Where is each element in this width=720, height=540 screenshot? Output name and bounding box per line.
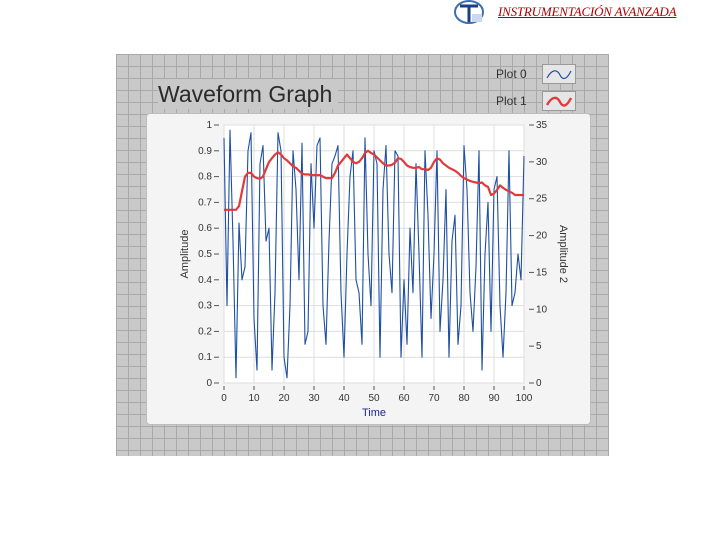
y-tick-label: 0.7: [198, 197, 212, 208]
x-tick-label: 40: [338, 393, 350, 404]
y-tick-label: 0.5: [198, 249, 212, 260]
x-tick-label: 60: [398, 393, 410, 404]
x-tick-label: 90: [488, 393, 500, 404]
series-line-plot-1: [224, 149, 524, 211]
legend-plot-0[interactable]: Plot 0: [496, 64, 576, 84]
y2-tick-label: 25: [536, 194, 548, 205]
y2-tick-label: 5: [536, 341, 542, 352]
y2-tick-label: 15: [536, 267, 548, 278]
y-tick-label: 1: [206, 120, 212, 131]
y-tick-label: 0.4: [198, 275, 212, 286]
logo-icon: [454, 0, 484, 24]
legend-plot-1[interactable]: Plot 1: [496, 91, 576, 111]
header-title: INSTRUMENTACIÓN AVANZADA: [498, 4, 677, 19]
y-tick-label: 0.3: [198, 301, 212, 312]
plot-1-swatch-icon[interactable]: [542, 91, 576, 111]
y-tick-label: 0.6: [198, 223, 212, 234]
x-tick-label: 80: [458, 393, 470, 404]
x-tick-label: 0: [221, 393, 227, 404]
y2-tick-label: 0: [536, 378, 542, 389]
series-line-plot-0: [223, 129, 525, 379]
y-tick-label: 0.8: [198, 172, 212, 183]
graph-title: Waveform Graph: [158, 79, 339, 109]
legend-label-plot-0: Plot 0: [496, 67, 527, 81]
x-tick-label: 50: [368, 393, 380, 404]
y-tick-label: 0: [206, 378, 212, 389]
y-tick-label: 0.9: [198, 146, 212, 157]
y2-tick-label: 30: [536, 157, 548, 168]
x-tick-label: 10: [248, 393, 260, 404]
x-tick-label: 100: [516, 393, 533, 404]
x-axis-title: Time: [362, 407, 386, 419]
waveform-chart[interactable]: 00.10.20.30.40.50.60.70.80.9105101520253…: [146, 113, 591, 425]
x-tick-label: 70: [428, 393, 440, 404]
y-tick-label: 0.1: [198, 352, 212, 363]
y2-tick-label: 20: [536, 231, 548, 242]
y2-tick-label: 10: [536, 304, 548, 315]
y2-tick-label: 35: [536, 120, 548, 131]
legend-label-plot-1: Plot 1: [496, 94, 527, 108]
logo: [452, 0, 486, 26]
y-tick-label: 0.2: [198, 326, 212, 337]
plot-0-swatch-icon[interactable]: [542, 64, 576, 84]
x-tick-label: 20: [278, 393, 290, 404]
y-axis-title: Amplitude: [179, 230, 191, 279]
y2-axis-title: Amplitude 2: [557, 225, 569, 283]
x-tick-label: 30: [308, 393, 320, 404]
